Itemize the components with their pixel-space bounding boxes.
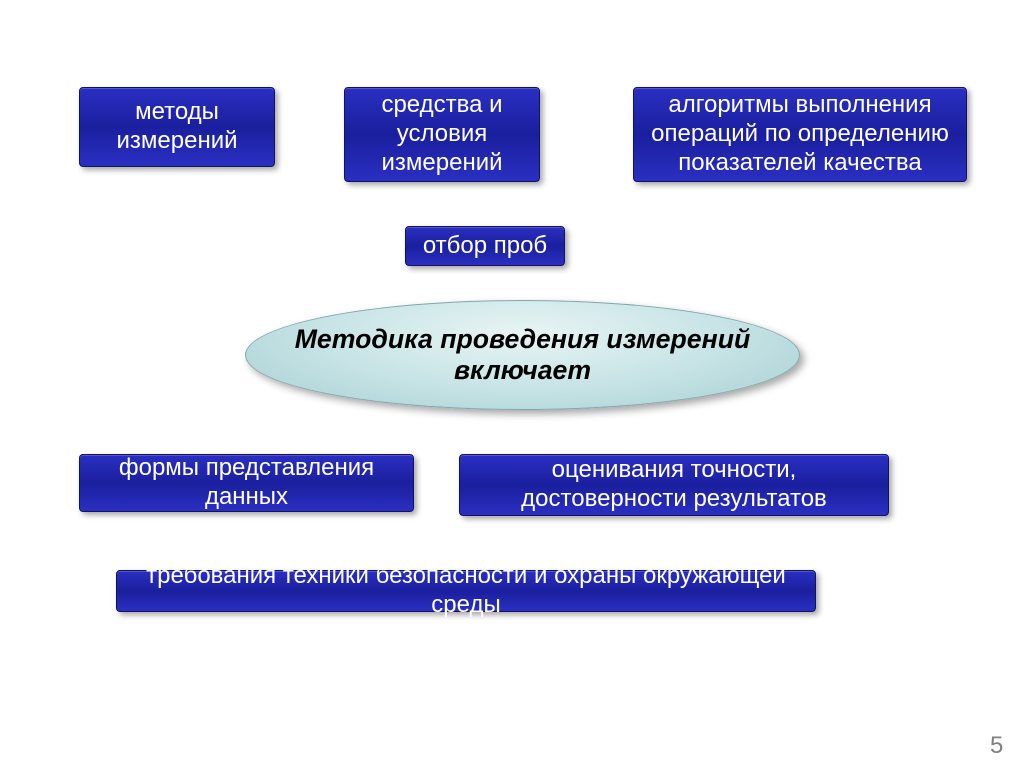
box-methods-label: методы измерений (90, 98, 264, 156)
page-number: 5 (990, 732, 1003, 760)
page-number-value: 5 (990, 732, 1003, 759)
box-methods: методы измерений (79, 87, 275, 167)
box-algorithms-label: алгоритмы выполнения операций по определ… (644, 91, 956, 177)
box-means-label: средства и условия измерений (355, 91, 529, 177)
box-safety: требования техники безопасности и охраны… (116, 570, 816, 612)
central-ellipse: Методика проведения измерений включает (245, 300, 800, 410)
box-sampling: отбор проб (405, 226, 565, 266)
box-forms-label: формы представления данных (90, 454, 403, 512)
box-safety-label: требования техники безопасности и охраны… (127, 562, 805, 620)
box-sampling-label: отбор проб (423, 232, 547, 261)
box-accuracy: оценивания точности, достоверности резул… (459, 454, 889, 516)
box-algorithms: алгоритмы выполнения операций по определ… (633, 87, 967, 182)
box-means: средства и условия измерений (344, 87, 540, 182)
central-ellipse-label: Методика проведения измерений включает (246, 324, 799, 386)
central-ellipse-shape: Методика проведения измерений включает (245, 300, 800, 410)
box-accuracy-label: оценивания точности, достоверности резул… (470, 456, 878, 514)
box-forms: формы представления данных (79, 454, 414, 512)
